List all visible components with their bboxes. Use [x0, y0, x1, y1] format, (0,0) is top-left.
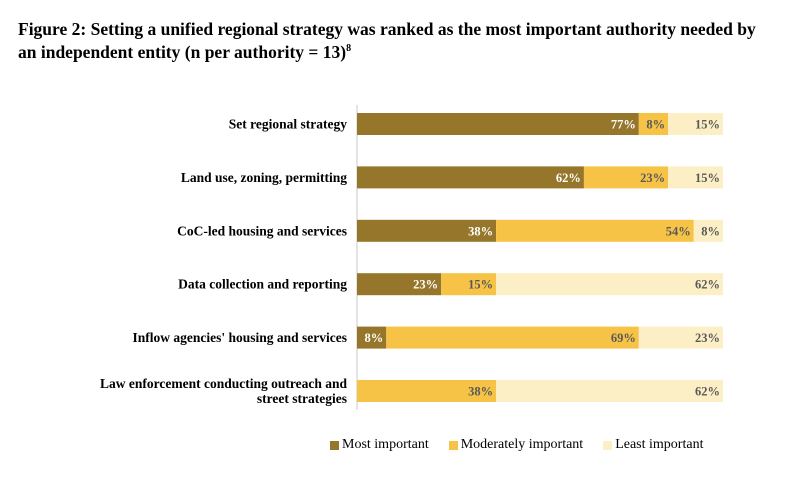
category-label-line: Inflow agencies' housing and services: [132, 330, 347, 345]
data-label-most-important: 77%: [611, 118, 636, 132]
data-label-least-important: 62%: [695, 278, 720, 292]
data-label-moderately-important: 23%: [640, 171, 665, 185]
data-label-least-important: 15%: [695, 118, 720, 132]
legend-label-moderately-important: Moderately important: [460, 437, 584, 452]
bar-segment-most-important: [357, 326, 387, 349]
bar-segment-most-important: [357, 273, 442, 296]
bar-segment-moderately-important: [583, 166, 669, 189]
data-label-most-important: 38%: [468, 224, 493, 238]
chart-title-text: Figure 2: Setting a unified regional str…: [18, 19, 756, 62]
category-label-line: street strategies: [257, 391, 347, 406]
data-label-most-important: 8%: [365, 331, 384, 345]
bar-segment-moderately-important: [496, 219, 694, 242]
legend-swatch-least-important: [603, 440, 613, 450]
bar-segment-least-important: [496, 380, 723, 402]
category-label-line: CoC-led housing and services: [177, 223, 347, 238]
data-label-moderately-important: 69%: [611, 331, 636, 345]
category-label: CoC-led housing and services: [177, 223, 347, 238]
data-label-most-important: 62%: [556, 171, 581, 185]
category-label-line: Land use, zoning, permitting: [181, 170, 347, 185]
legend-item-moderately-important: Moderately important: [448, 437, 584, 453]
bar-segment-least-important: [638, 326, 723, 349]
legend-label-most-important: Most important: [342, 437, 429, 452]
legend-swatch-most-important: [330, 440, 339, 450]
category-label: Data collection and reporting: [178, 277, 347, 292]
bar-segment-moderately-important: [638, 113, 669, 135]
category-label-line: Data collection and reporting: [178, 277, 347, 292]
data-label-least-important: 23%: [695, 331, 720, 345]
bar-segment-moderately-important: [441, 273, 497, 296]
category-label: Law enforcement conducting outreach and s…: [100, 376, 347, 406]
legend-label-least-important: Least important: [615, 437, 704, 452]
category-label: Inflow agencies' housing and services: [132, 330, 347, 345]
legend-item-most-important: Most important: [330, 437, 429, 453]
category-label-line: Law enforcement conducting outreach and: [100, 376, 347, 391]
data-label-moderately-important: 38%: [468, 385, 493, 399]
data-label-least-important: 62%: [695, 385, 720, 399]
category-label: Set regional strategy: [229, 117, 347, 132]
data-label-moderately-important: 15%: [468, 278, 493, 292]
bar-segment-most-important: [357, 166, 584, 189]
bar-segment-least-important: [693, 219, 723, 242]
bar-segment-most-important: [357, 113, 639, 135]
category-label-line: Set regional strategy: [229, 117, 347, 132]
bar-segment-moderately-important: [386, 326, 639, 349]
bar-segment-least-important: [668, 113, 723, 135]
data-label-moderately-important: 8%: [646, 118, 665, 132]
legend-item-least-important: Least important: [603, 437, 703, 453]
data-label-least-important: 8%: [701, 224, 720, 238]
bar-segment-least-important: [496, 273, 723, 296]
legend-swatch-moderately-important: [448, 440, 458, 450]
bar-segment-moderately-important: [357, 380, 497, 402]
data-label-most-important: 23%: [413, 278, 438, 292]
bar-segment-most-important: [357, 219, 497, 242]
data-label-moderately-important: 54%: [666, 224, 691, 238]
bar-segment-least-important: [668, 166, 723, 189]
footnote-marker: 8: [346, 43, 352, 55]
data-label-least-important: 15%: [695, 171, 720, 185]
category-label: Land use, zoning, permitting: [181, 170, 347, 185]
chart-legend: Most important Moderately important Leas…: [330, 437, 703, 453]
chart-title: Figure 2: Setting a unified regional str…: [18, 18, 758, 64]
